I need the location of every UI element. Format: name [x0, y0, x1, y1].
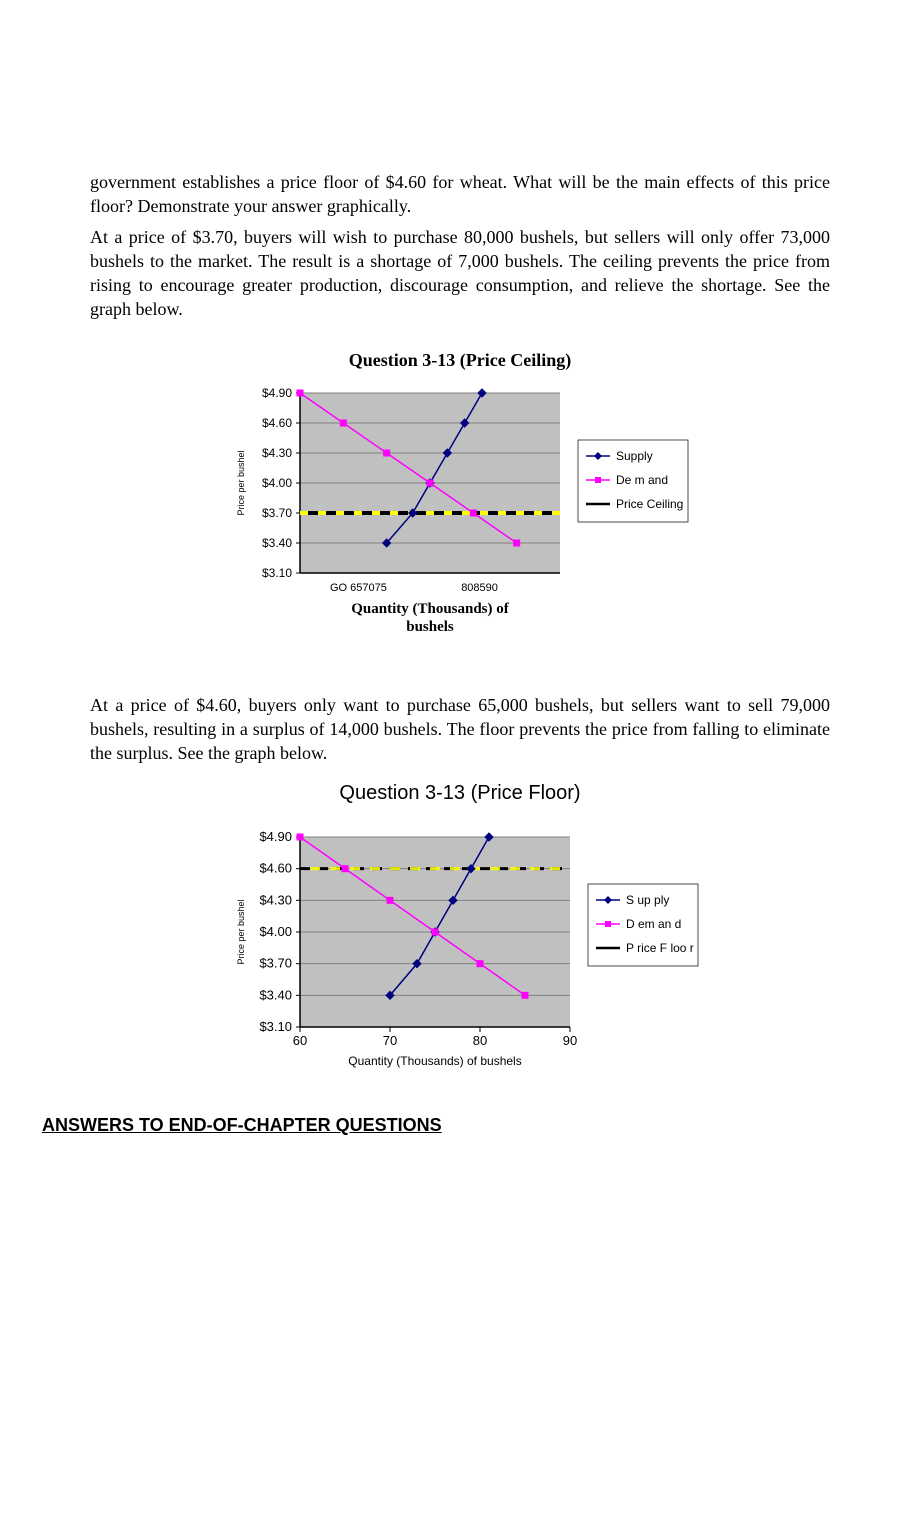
- svg-text:Quantity (Thousands) of bushel: Quantity (Thousands) of bushels: [348, 1054, 521, 1068]
- svg-text:$4.30: $4.30: [259, 892, 292, 907]
- svg-text:Price per bushel: Price per bushel: [236, 899, 246, 964]
- svg-text:P rice F loo r: P rice F loo r: [626, 941, 694, 955]
- chart2-wrap: $3.10 $3.40 $3.70 $4.00 $4.30 $4.60 $4.90 60 70 8…: [90, 827, 830, 1087]
- svg-text:$3.70: $3.70: [259, 955, 292, 970]
- svg-text:$3.40: $3.40: [259, 987, 292, 1002]
- svg-text:60: 60: [293, 1033, 307, 1048]
- svg-text:$4.60: $4.60: [262, 416, 292, 430]
- svg-text:Price Ceiling: Price Ceiling: [616, 497, 683, 511]
- svg-text:$3.10: $3.10: [262, 566, 292, 580]
- svg-text:$4.90: $4.90: [259, 829, 292, 844]
- paragraph-intro: government establishes a price floor of …: [90, 170, 830, 219]
- page-content: government establishes a price floor of …: [0, 0, 920, 1196]
- svg-text:S up ply: S up ply: [626, 893, 669, 907]
- svg-text:80: 80: [473, 1033, 487, 1048]
- chart1-svg: $3.10 $3.40 $3.70 $4.00 $4.30 $4.60 $4.90 GO 65…: [220, 383, 700, 673]
- svg-text:$4.00: $4.00: [259, 924, 292, 939]
- svg-text:$4.30: $4.30: [262, 446, 292, 460]
- svg-text:$4.00: $4.00: [262, 476, 292, 490]
- svg-text:De m and: De m and: [616, 473, 668, 487]
- svg-text:$4.90: $4.90: [262, 386, 292, 400]
- svg-text:Price per bushel: Price per bushel: [236, 450, 246, 515]
- paragraph-ceiling: At a price of $3.70, buyers will wish to…: [90, 225, 830, 322]
- svg-text:$3.40: $3.40: [262, 536, 292, 550]
- answers-heading: ANSWERS TO END-OF-CHAPTER QUESTIONS: [42, 1115, 830, 1136]
- chart1-wrap: $3.10 $3.40 $3.70 $4.00 $4.30 $4.60 $4.90 GO 65…: [90, 383, 830, 673]
- svg-text:$3.70: $3.70: [262, 506, 292, 520]
- svg-text:$4.60: $4.60: [259, 860, 292, 875]
- svg-text:Quantity (Thousands) of: Quantity (Thousands) of: [351, 601, 510, 617]
- svg-text:$3.10: $3.10: [259, 1019, 292, 1034]
- svg-text:Supply: Supply: [616, 449, 653, 463]
- svg-text:808590: 808590: [461, 582, 498, 594]
- paragraph-floor: At a price of $4.60, buyers only want to…: [90, 693, 830, 766]
- chart2-title: Question 3-13 (Price Floor): [90, 782, 830, 805]
- svg-text:90: 90: [563, 1033, 577, 1048]
- svg-text:70: 70: [383, 1033, 397, 1048]
- svg-text:D em an d: D em an d: [626, 917, 681, 931]
- chart2-svg: $3.10 $3.40 $3.70 $4.00 $4.30 $4.60 $4.90 60 70 8…: [220, 827, 700, 1087]
- svg-text:bushels: bushels: [406, 619, 454, 635]
- svg-text:GO 657075: GO 657075: [330, 582, 387, 594]
- chart1-title: Question 3-13 (Price Ceiling): [90, 350, 830, 371]
